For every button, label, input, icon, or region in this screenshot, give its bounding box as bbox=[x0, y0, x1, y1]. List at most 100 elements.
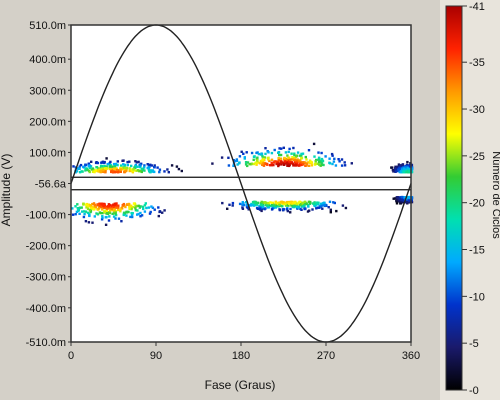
heatmap-cell bbox=[286, 162, 289, 165]
heatmap-cell bbox=[128, 160, 131, 163]
heatmap-cell bbox=[406, 167, 410, 170]
colorbar-tick-label: -30 bbox=[469, 104, 485, 116]
heatmap-cell bbox=[289, 211, 292, 214]
heatmap-cell bbox=[301, 152, 305, 155]
heatmap-cell bbox=[274, 206, 278, 209]
x-axis-ticks: 0 90 180 270 360 bbox=[68, 342, 420, 362]
heatmap-cell bbox=[150, 205, 153, 208]
heatmap-cell bbox=[123, 204, 126, 207]
heatmap-cell bbox=[311, 208, 314, 211]
heatmap-cell bbox=[102, 170, 106, 174]
heatmap-cell bbox=[242, 152, 245, 155]
heatmap-cell bbox=[140, 162, 143, 165]
heatmap-cell bbox=[254, 202, 257, 205]
heatmap-cell bbox=[114, 212, 117, 215]
heatmap-cell bbox=[109, 167, 112, 170]
heatmap-cell bbox=[333, 201, 336, 205]
heatmap-cell bbox=[232, 164, 235, 167]
heatmap-cell bbox=[80, 206, 83, 209]
heatmap-cell bbox=[135, 161, 138, 164]
heatmap-cell bbox=[279, 200, 283, 204]
heatmap-cell bbox=[74, 213, 77, 216]
colorbar-tick-label: -20 bbox=[469, 198, 485, 210]
heatmap-cell bbox=[141, 205, 145, 208]
heatmap-cell bbox=[149, 163, 152, 166]
heatmap-cell bbox=[87, 221, 91, 224]
heatmap-cell bbox=[289, 160, 292, 163]
heatmap-cell bbox=[307, 205, 310, 208]
heatmap-cell bbox=[331, 154, 334, 157]
heatmap-cell bbox=[135, 165, 138, 168]
heatmap-cell bbox=[120, 206, 124, 209]
heatmap-cell bbox=[86, 204, 90, 207]
heatmap-cell bbox=[252, 162, 256, 166]
heatmap-cell bbox=[332, 201, 335, 204]
heatmap-cell bbox=[251, 200, 255, 204]
heatmap-cell bbox=[119, 208, 122, 211]
heatmap-cell bbox=[137, 204, 140, 207]
heatmap-cell bbox=[93, 170, 96, 174]
heatmap-cell bbox=[310, 161, 313, 165]
heatmap-cell bbox=[108, 209, 112, 212]
heatmap-cell bbox=[400, 195, 403, 199]
heatmap-cell bbox=[134, 207, 137, 210]
heatmap-cell bbox=[95, 161, 98, 164]
heatmap-cell bbox=[280, 147, 283, 150]
heatmap-cell bbox=[300, 152, 303, 156]
heatmap-cell bbox=[302, 161, 306, 164]
heatmap-cell bbox=[77, 208, 80, 211]
heatmap-cell bbox=[403, 167, 406, 170]
heatmap-cell bbox=[286, 164, 289, 167]
heatmap-cell bbox=[96, 161, 100, 165]
heatmap-cell bbox=[111, 212, 114, 215]
heatmap-cell bbox=[116, 160, 119, 163]
heatmap-cell bbox=[103, 210, 106, 213]
y-tick-label: 200.0m bbox=[29, 116, 66, 128]
heatmap-cell bbox=[76, 203, 79, 206]
heatmap-cell bbox=[125, 211, 128, 214]
heatmap-cell bbox=[297, 206, 300, 209]
heatmap-cell bbox=[300, 205, 304, 208]
heatmap-cell bbox=[332, 160, 336, 163]
heatmap-cell bbox=[293, 157, 297, 160]
x-tick-label: 270 bbox=[317, 350, 335, 362]
heatmap-cell bbox=[333, 157, 336, 160]
y-tick-label: -200.0m bbox=[26, 241, 66, 253]
heatmap-cell bbox=[309, 160, 313, 163]
heatmap-cell bbox=[338, 160, 341, 163]
heatmap-cell bbox=[404, 168, 407, 171]
heatmap-cell bbox=[294, 159, 297, 162]
heatmap-cell bbox=[317, 160, 321, 164]
heatmap-cell bbox=[397, 168, 400, 172]
heatmap-cell bbox=[124, 205, 127, 209]
heatmap-cell bbox=[91, 221, 94, 224]
heatmap-cell bbox=[264, 207, 267, 210]
heatmap-cell bbox=[295, 155, 298, 158]
heatmap-cell bbox=[113, 167, 116, 170]
heatmap-cell bbox=[263, 159, 266, 162]
heatmap-cell bbox=[105, 165, 108, 168]
heatmap-cell bbox=[129, 215, 132, 219]
heatmap-cell bbox=[314, 160, 317, 163]
heatmap-cell bbox=[323, 203, 326, 207]
heatmap-cell bbox=[327, 206, 330, 209]
heatmap-cell bbox=[98, 167, 101, 170]
heatmap-cell bbox=[283, 163, 286, 166]
heatmap-cell bbox=[340, 158, 344, 161]
heatmap-cell bbox=[114, 213, 118, 217]
heatmap-cell bbox=[249, 204, 252, 207]
heatmap-cell bbox=[306, 210, 310, 213]
heatmap-cell bbox=[84, 167, 88, 171]
heatmap-cell bbox=[321, 204, 324, 207]
heatmap-cell bbox=[395, 198, 399, 201]
heatmap-cell bbox=[313, 155, 316, 158]
heatmap-cell bbox=[115, 202, 118, 205]
heatmap-cell bbox=[261, 162, 264, 165]
heatmap-cell bbox=[78, 207, 81, 210]
heatmap-cell bbox=[119, 210, 122, 213]
heatmap-cell bbox=[287, 158, 291, 162]
heatmap-cell bbox=[295, 202, 298, 205]
heatmap-cell bbox=[283, 208, 286, 211]
heatmap-cell bbox=[259, 202, 263, 205]
